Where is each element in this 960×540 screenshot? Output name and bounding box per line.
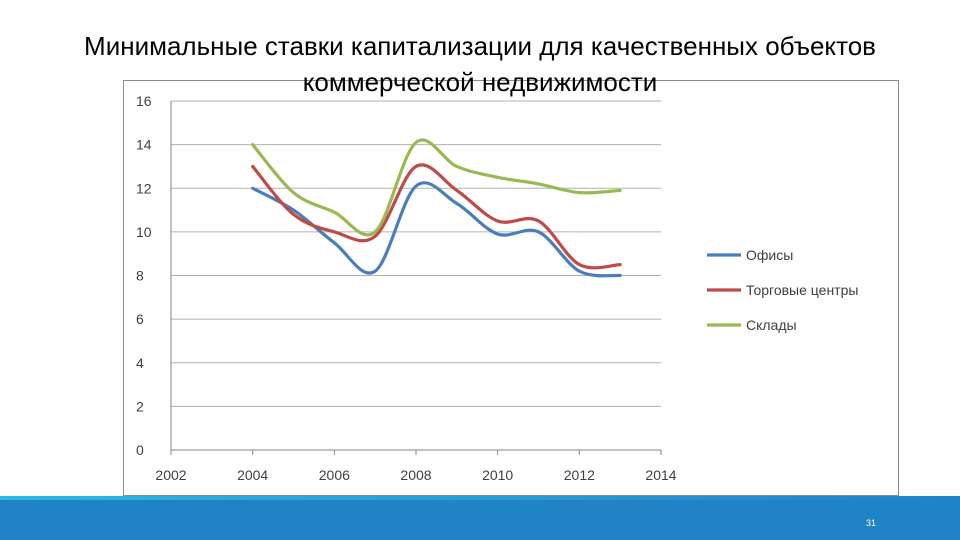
x-tick-label: 2004 [237,467,268,483]
x-tick-label: 2006 [319,467,350,483]
chart-frame [123,80,899,496]
y-tick-label: 0 [136,442,144,458]
legend-label-warehouses: Склады [746,317,797,333]
legend-label-offices: Офисы [746,247,793,263]
legend-label-malls: Торговые центры [746,282,858,298]
slide-title: Минимальные ставки капитализации для кач… [84,31,876,97]
series-line-warehouses [251,138,622,237]
x-tick-label: 2008 [400,467,431,483]
footer-accent-stripe [0,496,960,502]
y-axis-ticks: 0 2 4 6 8 10 12 14 16 [136,93,152,458]
y-tick-label: 2 [136,398,144,414]
x-axis-ticks: 2002 2004 2006 2008 2010 2012 2014 [155,450,677,483]
footer-bar [0,500,960,540]
y-tick-label: 6 [136,311,144,327]
y-tick-label: 14 [136,137,152,153]
y-tick-label: 16 [136,93,152,109]
x-tick-label: 2012 [564,467,595,483]
x-tick-label: 2014 [645,467,676,483]
series-lines [251,138,622,278]
y-tick-label: 10 [136,224,152,240]
y-tick-label: 8 [136,268,144,284]
series-line-offices [251,181,622,278]
legend: Офисы Торговые центры Склады [707,247,858,333]
y-tick-label: 4 [136,355,144,371]
slide-number: 31 [865,518,876,528]
series-line-malls [251,163,622,270]
y-tick-label: 12 [136,180,152,196]
x-tick-label: 2010 [482,467,513,483]
x-tick-label: 2002 [155,467,186,483]
